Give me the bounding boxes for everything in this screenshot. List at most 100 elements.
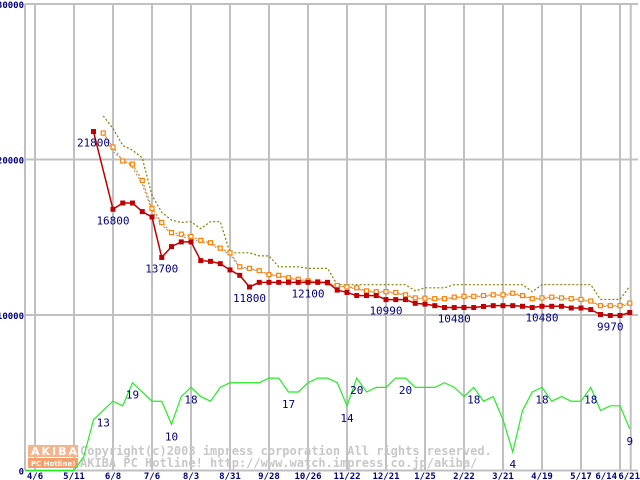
data-point-average: [500, 292, 506, 298]
data-point-average: [558, 295, 565, 301]
data-point-min: [149, 214, 155, 220]
data-point-min: [412, 300, 418, 306]
data-point-average: [568, 296, 574, 302]
data-point-min: [461, 305, 467, 311]
data-label-count: 19: [126, 389, 139, 402]
data-point-min: [471, 305, 477, 311]
data-label-count: 20: [399, 384, 412, 397]
data-point-min: [490, 303, 496, 309]
data-label-count: 18: [467, 393, 480, 406]
data-label-count: 4: [509, 458, 516, 471]
data-point-average: [129, 161, 136, 167]
data-point-average: [461, 293, 467, 299]
data-point-min: [520, 303, 525, 309]
annotation-layer: 21800 16800 13700 11800 12100 10990 10480 10480…: [77, 137, 633, 472]
data-point-min: [256, 279, 262, 285]
x-tick-label: 8/31: [219, 472, 241, 480]
data-point-average: [519, 292, 526, 299]
data-point-min: [286, 279, 291, 285]
data-label-count: 9: [626, 435, 633, 448]
x-tick-label: 2/22: [453, 472, 475, 480]
y-tick-label: 30000: [0, 1, 24, 11]
data-point-average: [227, 250, 233, 256]
data-point-average: [276, 272, 282, 278]
data-point-min: [559, 303, 564, 309]
data-point-min: [169, 244, 174, 250]
data-point-average: [139, 177, 145, 184]
data-point-min: [334, 287, 340, 293]
data-point-min: [588, 307, 594, 313]
x-tick-label: 6/14: [595, 472, 617, 480]
data-point-average: [207, 240, 214, 246]
x-tick-label: 5/17: [570, 472, 592, 480]
data-point-average: [178, 231, 184, 237]
data-label-count: 10: [165, 430, 178, 443]
data-point-min: [451, 305, 457, 311]
series-line-max: [102, 115, 631, 301]
data-point-average: [354, 285, 360, 291]
data-point-average: [100, 130, 106, 136]
data-point-average: [588, 298, 594, 304]
data-point-average: [617, 303, 623, 309]
data-point-average: [510, 290, 516, 296]
data-point-average: [471, 293, 477, 299]
data-label-min: 10480: [525, 311, 558, 324]
x-tick-label: 5/11: [63, 472, 85, 480]
data-label-min: 11800: [233, 292, 266, 305]
data-point-min: [442, 305, 447, 311]
data-point-min: [217, 261, 223, 267]
data-point-min: [364, 293, 369, 299]
data-point-average: [393, 289, 399, 296]
data-point-average: [383, 289, 389, 295]
data-label-min: 9970: [597, 320, 624, 333]
data-point-min: [188, 239, 194, 245]
data-point-average: [441, 296, 448, 302]
data-point-min: [510, 303, 516, 309]
data-point-average: [217, 245, 223, 251]
x-tick-label: 4/19: [531, 472, 553, 480]
data-label-min: 13700: [145, 262, 178, 275]
data-point-average: [120, 158, 126, 164]
logo-box-top: [28, 445, 78, 457]
y-tick-label: 20000: [0, 157, 24, 167]
data-point-min: [539, 303, 545, 309]
data-point-average: [432, 296, 438, 302]
data-point-average: [198, 237, 204, 243]
data-label-count: 13: [97, 416, 110, 429]
copyright-line: Copyright(c)2003 impress corporation All…: [80, 444, 492, 458]
data-point-min: [481, 303, 486, 309]
data-point-min: [403, 297, 408, 303]
x-tick-label: 6/21: [618, 472, 640, 480]
data-point-min: [607, 312, 613, 318]
data-point-average: [529, 296, 535, 302]
x-tick-label: 4/6: [27, 472, 43, 480]
data-label-min: 16800: [96, 214, 129, 227]
data-point-average: [149, 205, 155, 212]
x-tick-label: 6/8: [105, 472, 121, 480]
data-label-min: 10990: [369, 305, 402, 318]
x-tick-label: 12/21: [372, 472, 399, 480]
data-point-min: [344, 289, 350, 295]
data-label-count: 14: [340, 412, 354, 425]
data-point-min: [598, 312, 603, 318]
data-point-average: [402, 292, 409, 298]
data-point-average: [490, 292, 496, 298]
x-tick-label: 1/25: [414, 472, 436, 480]
data-label-min: 21800: [77, 137, 110, 150]
data-point-min: [373, 293, 379, 299]
data-point-min: [578, 305, 584, 311]
data-point-min: [266, 279, 272, 285]
x-tick-label: 9/28: [258, 472, 280, 480]
data-point-average: [256, 268, 262, 274]
data-point-min: [393, 297, 399, 303]
data-point-min: [549, 303, 555, 309]
data-point-min: [130, 200, 135, 206]
series-line-count: [25, 376, 631, 472]
data-point-min: [208, 258, 213, 264]
data-label-count: 20: [350, 384, 363, 397]
data-point-min: [432, 303, 438, 309]
x-tick-label: 11/22: [333, 472, 360, 480]
data-point-min: [91, 129, 96, 135]
data-point-average: [285, 275, 292, 281]
